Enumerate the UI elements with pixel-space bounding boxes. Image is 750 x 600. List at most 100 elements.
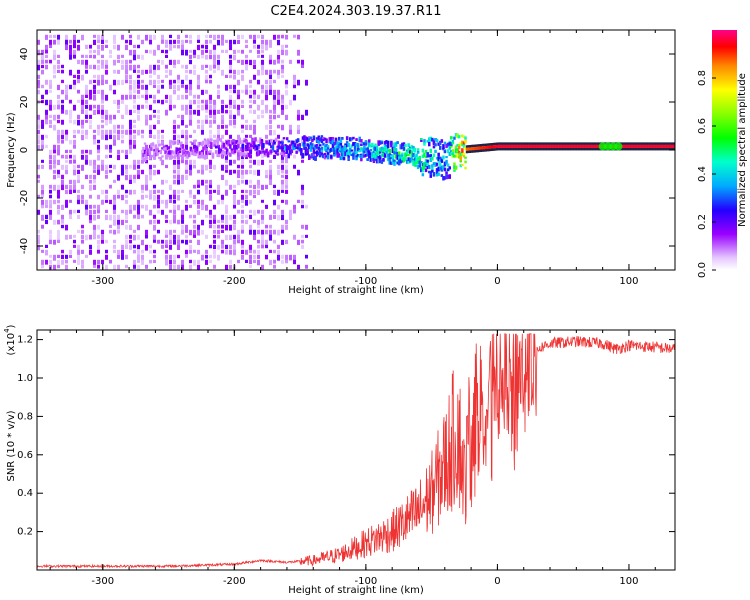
signal-edge — [505, 142, 508, 145]
noise-cell — [81, 109, 84, 114]
signal-edge — [532, 142, 535, 145]
noise-cell — [249, 34, 252, 39]
noise-cell — [73, 119, 76, 125]
signal-cell — [391, 148, 395, 154]
noise-cell — [113, 69, 116, 74]
noise-cell — [209, 194, 212, 201]
signal-cell — [154, 144, 158, 148]
noise-cell — [181, 189, 184, 193]
noise-cell — [249, 79, 252, 84]
signal-cell — [349, 137, 352, 142]
signal-blob — [614, 142, 623, 151]
signal-edge — [473, 144, 476, 148]
noise-cell — [193, 99, 196, 105]
noise-cell — [85, 104, 88, 109]
noise-cell — [97, 109, 100, 115]
noise-cell — [265, 254, 268, 260]
signal-edge — [489, 148, 492, 152]
signal-cell — [568, 144, 571, 148]
signal-cell — [273, 150, 276, 153]
noise-cell — [81, 134, 84, 141]
noise-cell — [173, 134, 176, 141]
signal-edge — [557, 147, 560, 151]
noise-cell — [209, 214, 212, 219]
noise-cell — [153, 169, 156, 176]
noise-cell — [233, 54, 236, 61]
noise-cell — [97, 224, 100, 230]
signal-cell — [516, 144, 519, 148]
signal-cell — [148, 157, 152, 160]
signal-cell — [576, 144, 579, 148]
noise-cell — [237, 94, 240, 100]
noise-cell — [117, 54, 120, 60]
noise-cell — [57, 129, 60, 135]
signal-cell — [372, 153, 376, 158]
signal-cell — [366, 152, 369, 157]
signal-cell — [464, 136, 467, 141]
signal-cell — [404, 152, 407, 158]
signal-edge — [536, 147, 540, 151]
noise-cell — [245, 199, 248, 206]
noise-cell — [241, 244, 244, 249]
noise-cell — [293, 204, 296, 210]
noise-cell — [173, 124, 176, 130]
noise-cell — [257, 139, 260, 143]
noise-cell — [221, 144, 224, 149]
signal-cell — [208, 152, 211, 155]
noise-cell — [197, 224, 200, 231]
signal-edge — [593, 147, 596, 151]
x-tick-label: -100 — [355, 276, 378, 287]
noise-cell — [293, 154, 296, 159]
noise-cell — [253, 99, 256, 104]
snr-frame — [36, 329, 676, 571]
signal-cell — [464, 160, 467, 164]
noise-cell — [177, 159, 180, 165]
signal-cell — [207, 138, 210, 144]
signal-cell — [424, 164, 428, 168]
signal-edge — [631, 142, 634, 145]
noise-cell — [113, 244, 116, 249]
noise-cell — [65, 39, 68, 45]
noise-cell — [213, 264, 216, 269]
noise-cell — [89, 159, 92, 166]
noise-cell — [121, 164, 124, 171]
noise-cell — [273, 79, 276, 84]
signal-cell — [390, 161, 393, 165]
signal-cell — [194, 152, 197, 157]
noise-cell — [253, 219, 256, 224]
signal-edge — [500, 147, 503, 151]
signal-edge — [626, 142, 630, 145]
signal-cell — [159, 157, 163, 161]
noise-cell — [181, 259, 184, 266]
signal-edge — [503, 142, 506, 145]
noise-cell — [141, 259, 144, 265]
noise-cell — [173, 104, 176, 109]
signal-cell — [489, 145, 492, 149]
noise-cell — [149, 104, 152, 111]
noise-cell — [61, 254, 64, 259]
signal-edge — [637, 147, 641, 151]
signal-cell — [221, 151, 224, 154]
signal-cell — [309, 144, 313, 149]
noise-cell — [217, 199, 220, 205]
noise-cell — [93, 79, 96, 83]
signal-edge — [555, 147, 558, 151]
noise-cell — [129, 39, 132, 45]
signal-cell — [306, 151, 309, 156]
noise-cell — [145, 159, 148, 164]
noise-cell — [213, 219, 216, 224]
signal-edge — [664, 147, 667, 151]
noise-cell — [205, 144, 208, 149]
signal-cell — [459, 141, 462, 145]
signal-cell — [161, 147, 164, 150]
noise-cell — [57, 104, 60, 110]
noise-cell — [157, 134, 160, 140]
noise-cell — [105, 64, 108, 69]
noise-cell — [261, 34, 264, 39]
signal-cell — [658, 144, 661, 148]
signal-edge — [487, 143, 491, 146]
noise-cell — [237, 34, 240, 39]
signal-edge — [517, 147, 521, 151]
noise-cell — [81, 259, 84, 265]
noise-cell — [113, 124, 116, 130]
